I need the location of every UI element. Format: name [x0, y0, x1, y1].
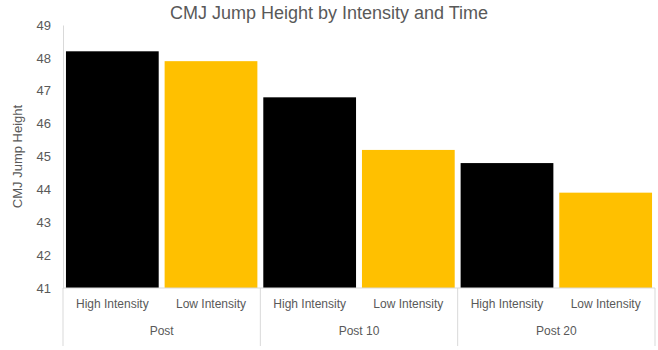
- category-separator: [63, 288, 64, 346]
- category-label: Post 10: [339, 324, 380, 338]
- series-label: Low Intensity: [373, 297, 443, 311]
- y-tick-label: 41: [37, 281, 51, 296]
- bar: [165, 61, 258, 288]
- bar: [461, 163, 554, 288]
- category-separator: [457, 288, 458, 346]
- series-label: High Intensity: [471, 297, 544, 311]
- y-tick-label: 48: [37, 51, 51, 66]
- y-axis-line: [63, 26, 64, 289]
- y-tick: 45: [37, 149, 63, 164]
- bar: [66, 51, 159, 288]
- y-tick-label: 49: [37, 18, 51, 33]
- x-axis: High IntensityLow IntensityPostHigh Inte…: [63, 288, 655, 346]
- y-tick-label: 46: [37, 116, 51, 131]
- x-axis-line: [63, 288, 655, 289]
- y-axis: 41 42 43 44 45 46 47 48 49: [37, 18, 64, 296]
- y-axis-title: CMJ Jump Height: [10, 104, 25, 208]
- y-tick-label: 43: [37, 215, 51, 230]
- chart-title: CMJ Jump Height by Intensity and Time: [170, 3, 488, 23]
- category-label: Post: [150, 324, 175, 338]
- y-tick: 43: [37, 215, 63, 230]
- bar: [263, 97, 356, 288]
- series-label: Low Intensity: [571, 297, 641, 311]
- plot: 41 42 43 44 45 46 47 48 49 High Intensity Low Inte…: [37, 18, 655, 346]
- y-tick: 48: [37, 51, 63, 66]
- bar: [559, 193, 652, 288]
- y-tick-label: 44: [37, 182, 51, 197]
- chart: 41 42 43 44 45 46 47 48 49 High Intensity Low Inte…: [0, 0, 658, 350]
- y-tick: 41: [37, 281, 63, 296]
- y-tick: 44: [37, 182, 63, 197]
- category-separator: [655, 288, 656, 346]
- y-tick: 47: [37, 83, 63, 98]
- y-tick: 46: [37, 116, 63, 131]
- bar: [362, 150, 455, 288]
- y-tick-label: 45: [37, 149, 51, 164]
- series-label: Low Intensity: [176, 297, 246, 311]
- y-tick: 49: [37, 18, 63, 33]
- y-tick-label: 47: [37, 83, 51, 98]
- category-separator: [260, 288, 261, 346]
- category-label: Post 20: [536, 324, 577, 338]
- y-tick-label: 42: [37, 248, 51, 263]
- y-tick: 42: [37, 248, 63, 263]
- bars: [66, 51, 652, 288]
- series-label: High Intensity: [76, 297, 149, 311]
- series-label: High Intensity: [273, 297, 346, 311]
